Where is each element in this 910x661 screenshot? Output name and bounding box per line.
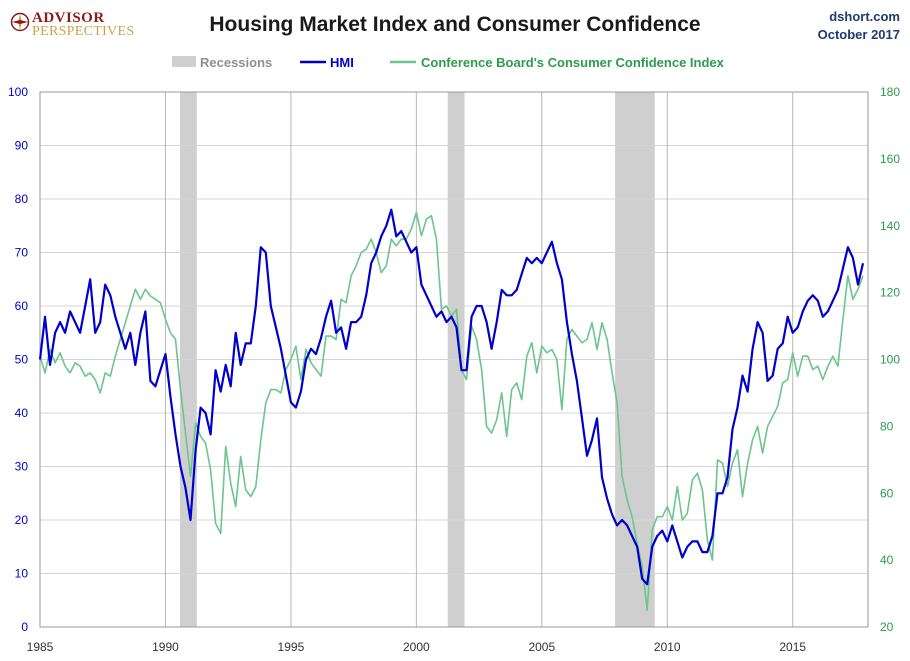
y-left-tick-label-5: 50 xyxy=(15,353,29,367)
y-right-tick-label-8: 180 xyxy=(880,85,900,99)
compass-logo-icon xyxy=(10,12,30,32)
x-tick-label-2: 1995 xyxy=(278,640,305,654)
y-right-tick-label-4: 100 xyxy=(880,353,900,367)
y-right-tick-label-2: 60 xyxy=(880,486,894,500)
y-left-tick-label-4: 40 xyxy=(15,406,29,420)
legend-hmi-label: HMI xyxy=(330,55,354,70)
y-right-tick-label-0: 20 xyxy=(880,620,894,634)
y-left-tick-label-10: 100 xyxy=(8,85,28,99)
y-left-tick-label-9: 90 xyxy=(15,139,29,153)
x-tick-label-5: 2010 xyxy=(654,640,681,654)
hmi-series-line xyxy=(38,208,865,586)
legend-recessions-swatch xyxy=(172,56,196,67)
source-date: October 2017 xyxy=(817,27,900,42)
y-left-tick-label-0: 0 xyxy=(21,620,28,634)
x-tick-label-4: 2005 xyxy=(528,640,555,654)
x-tick-label-0: 1985 xyxy=(27,640,54,654)
axes: 0 10 20 30 40 50 60 70 80 90 100 20 40 60 80 100 120 140 1… xyxy=(8,85,900,654)
logo-text-line1: ADVISOR xyxy=(32,10,105,26)
series-lines xyxy=(38,208,865,612)
y-left-tick-label-6: 60 xyxy=(15,299,29,313)
logo-text-line2: PERSPECTIVES xyxy=(32,24,135,39)
y-left-tick-label-1: 10 xyxy=(15,567,29,581)
legend-cci-label: Conference Board's Consumer Confidence I… xyxy=(421,55,725,70)
y-right-tick-label-6: 140 xyxy=(880,219,900,233)
y-left-tick-label-8: 80 xyxy=(15,192,29,206)
y-left-tick-label-3: 30 xyxy=(15,460,29,474)
x-tick-label-3: 2000 xyxy=(403,640,430,654)
y-right-tick-label-7: 160 xyxy=(880,152,900,166)
x-tick-label-1: 1990 xyxy=(152,640,179,654)
chart-title: Housing Market Index and Consumer Confid… xyxy=(209,13,701,36)
y-right-tick-label-3: 80 xyxy=(880,419,894,433)
legend: Recessions HMI Conference Board's Consum… xyxy=(172,55,725,70)
advisor-perspectives-logo: ADVISOR PERSPECTIVES xyxy=(10,8,140,39)
legend-recessions-label: Recessions xyxy=(200,55,272,70)
y-right-tick-label-5: 120 xyxy=(880,286,900,300)
y-left-tick-label-7: 70 xyxy=(15,246,29,260)
source-site: dshort.com xyxy=(829,9,900,24)
y-left-tick-label-2: 20 xyxy=(15,513,29,527)
x-tick-label-6: 2015 xyxy=(779,640,806,654)
y-right-tick-label-1: 40 xyxy=(880,553,894,567)
source-block: dshort.com October 2017 xyxy=(818,8,900,44)
